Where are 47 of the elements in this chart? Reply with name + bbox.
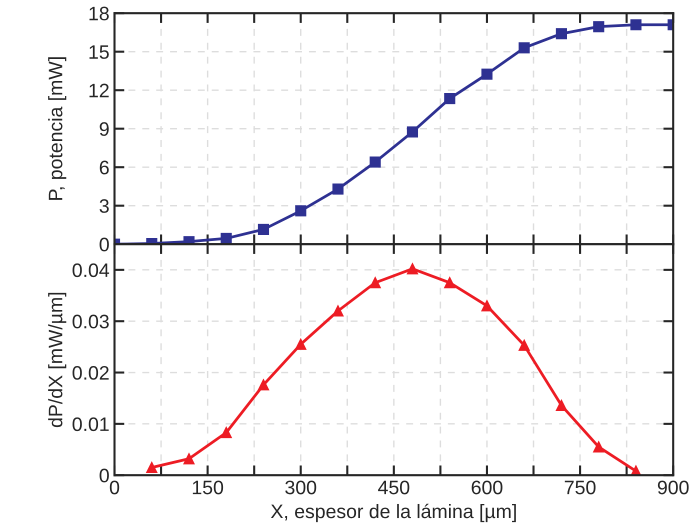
x-tick-label: 450: [378, 480, 410, 494]
point: [220, 232, 232, 244]
x-tick-label: 150: [192, 480, 224, 494]
point: [556, 400, 567, 411]
point: [593, 441, 604, 453]
point: [518, 340, 530, 351]
x-tick-label: 0: [110, 480, 120, 494]
y-axis-title: dP/dX [mW/µm]: [48, 292, 66, 428]
point: [444, 92, 456, 104]
y-tick-label: 9: [100, 122, 109, 136]
point: [593, 21, 604, 32]
point: [258, 224, 270, 235]
point: [220, 427, 232, 438]
y-tick-label: 0: [100, 468, 109, 482]
x-axis-title: X, espesor de la lámina [µm]: [270, 504, 516, 522]
y-tick-label: 0.02: [72, 366, 109, 380]
point: [295, 205, 306, 216]
y-tick-label: 15: [90, 45, 109, 59]
point: [481, 300, 493, 312]
point: [444, 277, 456, 288]
x-tick-label: 300: [285, 480, 316, 494]
point: [630, 19, 642, 30]
y-tick-label: 0.04: [72, 263, 110, 278]
y-axis-title: P, potencia [mW]: [48, 57, 66, 200]
point: [370, 277, 381, 288]
y-tick-label: 0.01: [72, 417, 109, 432]
point: [406, 126, 418, 138]
point: [481, 68, 493, 80]
point: [258, 379, 270, 390]
point: [295, 338, 306, 350]
y-tick-label: 0.03: [72, 314, 109, 328]
point: [183, 453, 195, 464]
y-tick-label: 0: [100, 238, 109, 252]
y-tick-label: 3: [100, 199, 109, 213]
x-tick-label: 750: [564, 480, 596, 494]
y-tick-label: 18: [90, 6, 109, 20]
point: [556, 28, 567, 40]
x-tick-label: 900: [658, 480, 689, 494]
x-tick-label: 600: [472, 480, 502, 494]
y-tick-label: 12: [90, 84, 109, 98]
point: [370, 156, 381, 168]
y-tick-label: 6: [100, 160, 109, 174]
point: [332, 305, 344, 316]
point: [518, 42, 530, 54]
point: [146, 462, 158, 474]
point: [332, 183, 344, 195]
point: [406, 263, 418, 274]
